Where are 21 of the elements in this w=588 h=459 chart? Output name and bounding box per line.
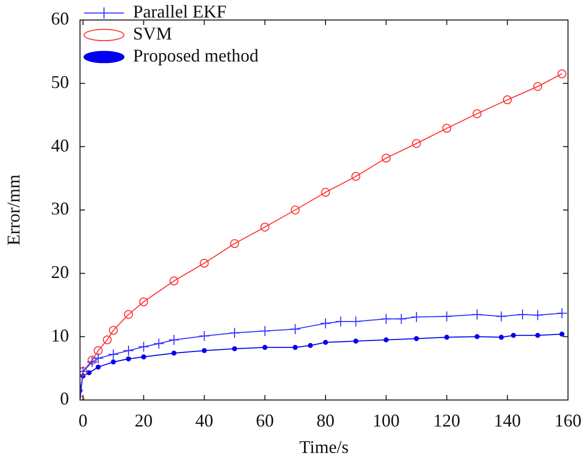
y-tick-label: 60 <box>51 8 69 29</box>
y-axis-title: Error/mm <box>4 174 24 246</box>
y-tick-label: 30 <box>51 198 69 219</box>
x-axis-title: Time/s <box>299 436 349 457</box>
legend-label: SVM <box>133 24 172 44</box>
x-tick-label: 80 <box>316 410 335 431</box>
x-tick-label: 140 <box>494 410 521 431</box>
x-tick-label: 60 <box>256 410 274 431</box>
y-tick-label: 10 <box>51 325 69 346</box>
legend-label: Parallel EKF <box>133 2 226 22</box>
y-tick-label: 20 <box>51 262 69 282</box>
x-tick-label: 120 <box>433 410 460 431</box>
y-tick-label: 50 <box>51 72 69 92</box>
x-tick-label: 160 <box>554 410 582 431</box>
legend-label: Proposed method <box>133 46 258 66</box>
y-tick-label: 40 <box>51 135 69 156</box>
x-tick-label: 40 <box>195 410 214 431</box>
y-tick-label: 0 <box>60 388 69 409</box>
x-tick-label: 20 <box>134 410 153 431</box>
x-tick-label: 0 <box>78 410 88 431</box>
x-tick-label: 100 <box>372 410 400 431</box>
